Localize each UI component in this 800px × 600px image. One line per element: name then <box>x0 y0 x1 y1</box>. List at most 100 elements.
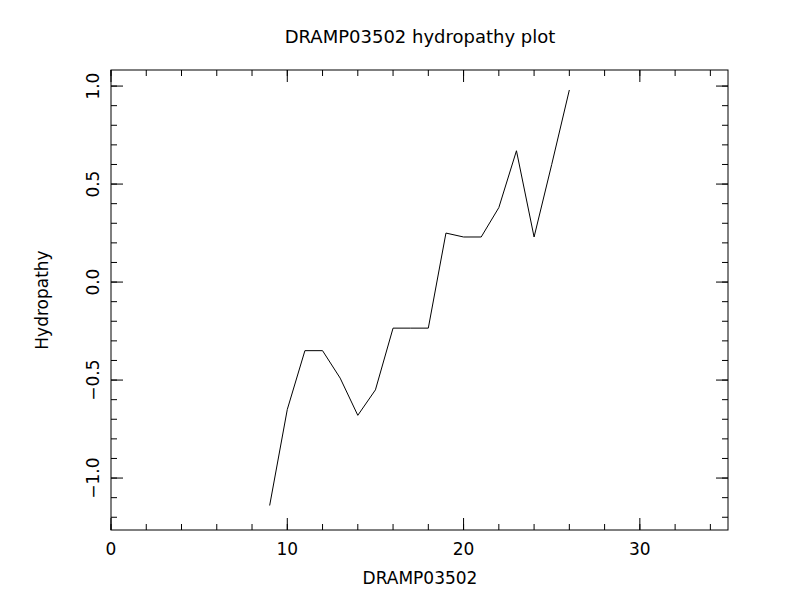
y-tick-label: 0.5 <box>83 171 103 198</box>
y-minor-tick <box>111 184 117 185</box>
x-minor-tick <box>322 524 323 530</box>
x-minor-tick <box>675 524 676 530</box>
y-minor-tick <box>722 144 728 145</box>
y-tick <box>111 86 123 87</box>
x-minor-tick <box>146 70 147 76</box>
y-minor-tick <box>111 419 117 420</box>
x-tick <box>111 518 112 530</box>
y-tick <box>111 184 123 185</box>
y-minor-tick <box>111 399 117 400</box>
x-minor-tick <box>252 524 253 530</box>
x-minor-tick <box>216 70 217 76</box>
x-minor-tick <box>639 70 640 76</box>
y-minor-tick <box>722 262 728 263</box>
y-minor-tick <box>111 340 117 341</box>
chart: DRAMP03502 hydropathy plot DRAMP03502 Hydr… <box>0 0 800 600</box>
y-minor-tick <box>722 125 728 126</box>
x-minor-tick <box>322 70 323 76</box>
y-minor-tick <box>722 242 728 243</box>
y-minor-tick <box>722 301 728 302</box>
x-minor-tick <box>357 70 358 76</box>
y-minor-tick <box>722 380 728 381</box>
y-tick-label: −1.0 <box>83 457 103 498</box>
y-tick-label: −0.5 <box>83 359 103 400</box>
y-minor-tick <box>722 497 728 498</box>
y-minor-tick <box>722 438 728 439</box>
y-minor-tick <box>111 223 117 224</box>
y-minor-tick <box>722 340 728 341</box>
y-minor-tick <box>111 458 117 459</box>
x-minor-tick <box>216 524 217 530</box>
x-minor-tick <box>111 524 112 530</box>
x-minor-tick <box>428 524 429 530</box>
y-minor-tick <box>111 301 117 302</box>
y-tick <box>716 478 728 479</box>
y-minor-tick <box>111 242 117 243</box>
y-minor-tick <box>722 105 728 106</box>
x-minor-tick <box>710 524 711 530</box>
x-minor-tick <box>463 524 464 530</box>
y-tick <box>716 282 728 283</box>
x-minor-tick <box>498 70 499 76</box>
x-tick <box>639 70 640 82</box>
y-minor-tick <box>111 438 117 439</box>
x-minor-tick <box>357 524 358 530</box>
y-tick-label: 0.0 <box>83 269 103 296</box>
y-tick-label: 1.0 <box>83 73 103 100</box>
y-minor-tick <box>111 380 117 381</box>
x-minor-tick <box>428 70 429 76</box>
y-minor-tick <box>722 86 728 87</box>
x-tick-label: 0 <box>106 539 117 559</box>
y-minor-tick <box>722 517 728 518</box>
y-tick <box>111 282 123 283</box>
x-minor-tick <box>463 70 464 76</box>
x-tick-label: 20 <box>453 539 475 559</box>
y-minor-tick <box>111 282 117 283</box>
y-minor-tick <box>111 125 117 126</box>
x-minor-tick <box>534 524 535 530</box>
y-minor-tick <box>111 517 117 518</box>
x-tick-label: 10 <box>276 539 298 559</box>
y-minor-tick <box>722 399 728 400</box>
x-axis-label: DRAMP03502 <box>363 568 478 588</box>
x-minor-tick <box>181 70 182 76</box>
title: DRAMP03502 hydropathy plot <box>285 26 556 47</box>
y-minor-tick <box>722 203 728 204</box>
y-minor-tick <box>722 223 728 224</box>
x-minor-tick <box>146 524 147 530</box>
x-minor-tick <box>675 70 676 76</box>
y-tick <box>111 478 123 479</box>
hydropathy-line <box>270 90 570 506</box>
x-minor-tick <box>287 524 288 530</box>
y-minor-tick <box>111 497 117 498</box>
y-minor-tick <box>111 86 117 87</box>
y-minor-tick <box>111 321 117 322</box>
y-minor-tick <box>111 478 117 479</box>
y-minor-tick <box>111 360 117 361</box>
x-minor-tick <box>534 70 535 76</box>
x-minor-tick <box>569 524 570 530</box>
x-minor-tick <box>181 524 182 530</box>
y-minor-tick <box>722 458 728 459</box>
y-minor-tick <box>111 262 117 263</box>
x-minor-tick <box>111 70 112 76</box>
x-tick <box>639 518 640 530</box>
y-minor-tick <box>722 184 728 185</box>
y-minor-tick <box>111 203 117 204</box>
y-minor-tick <box>722 321 728 322</box>
y-tick <box>716 380 728 381</box>
y-tick <box>716 184 728 185</box>
y-tick <box>716 86 728 87</box>
y-axis-label: Hydropathy <box>32 250 52 349</box>
x-tick <box>463 70 464 82</box>
x-tick <box>287 70 288 82</box>
y-tick <box>111 380 123 381</box>
y-minor-tick <box>111 144 117 145</box>
x-minor-tick <box>639 524 640 530</box>
y-minor-tick <box>722 360 728 361</box>
plot-frame <box>111 70 728 530</box>
x-minor-tick <box>710 70 711 76</box>
y-minor-tick <box>722 164 728 165</box>
x-minor-tick <box>393 524 394 530</box>
x-minor-tick <box>569 70 570 76</box>
